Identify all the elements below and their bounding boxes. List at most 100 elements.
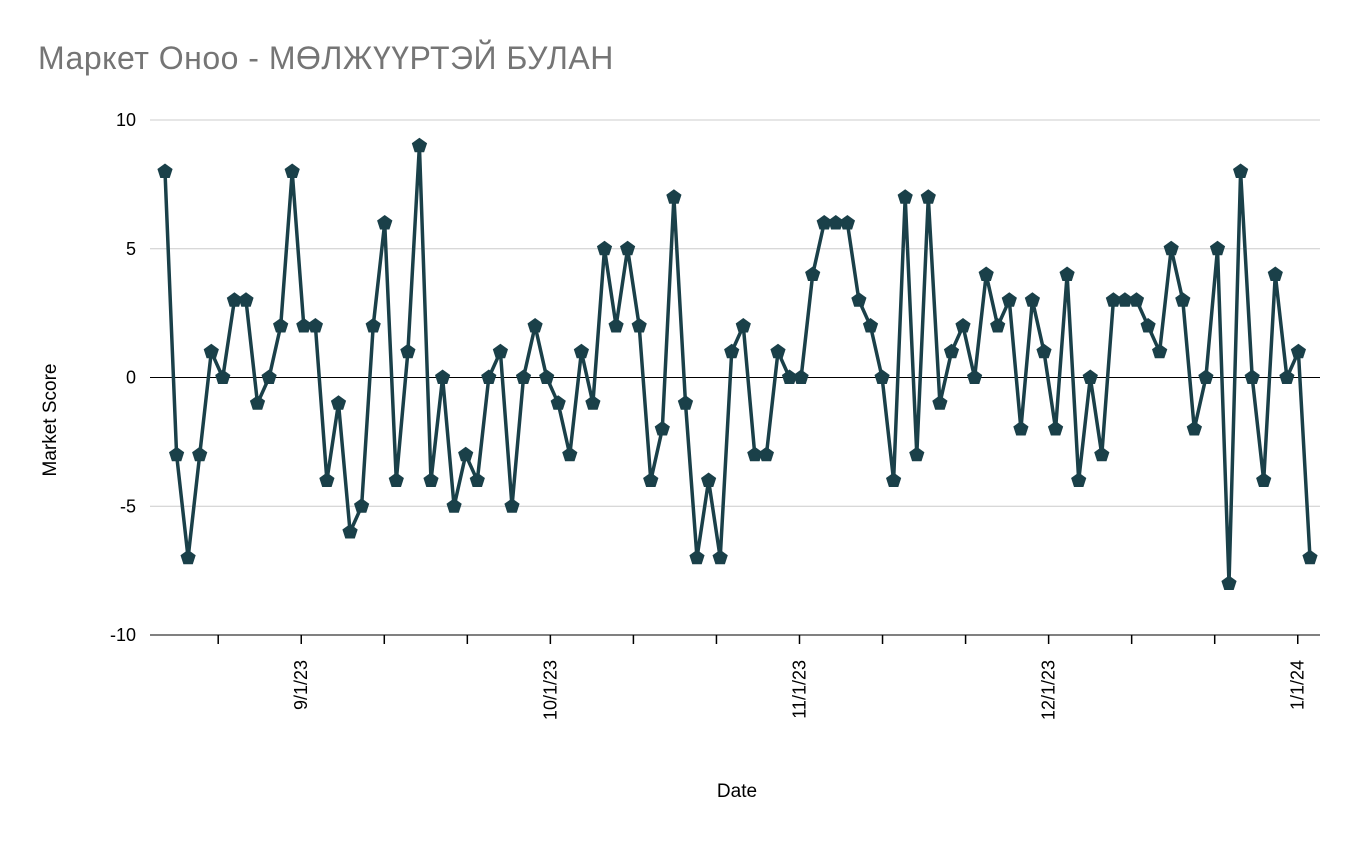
data-point-marker (330, 395, 347, 410)
data-point-marker (1198, 369, 1214, 384)
data-point-marker (527, 318, 543, 333)
data-point-marker (273, 318, 289, 333)
data-point-marker (261, 369, 277, 384)
data-point-marker (1279, 369, 1295, 384)
data-point-marker (677, 395, 694, 410)
data-point-marker (1175, 292, 1191, 307)
data-point-marker (411, 137, 428, 153)
data-point-marker (1267, 266, 1283, 281)
data-point-marker (1209, 240, 1226, 256)
data-point-marker (388, 472, 404, 487)
data-point-marker (735, 318, 751, 333)
data-point-marker (1036, 343, 1052, 359)
data-point-marker (724, 343, 740, 359)
data-point-marker (1290, 343, 1306, 359)
data-point-marker (1221, 575, 1237, 590)
data-point-marker (504, 498, 520, 513)
data-point-marker (666, 189, 682, 204)
data-point-marker (851, 292, 867, 307)
data-point-marker (620, 240, 636, 256)
data-point-marker (1059, 266, 1075, 281)
data-point-marker (608, 318, 624, 333)
data-point-marker (481, 369, 497, 384)
data-point-marker (967, 369, 983, 384)
chart-title: Маркет Оноо - МӨЛЖҮҮРТЭЙ БУЛАН (38, 40, 614, 76)
x-tick-label: 12/1/23 (1039, 660, 1059, 720)
data-point-marker (203, 343, 219, 359)
data-point-marker (874, 369, 890, 384)
data-point-marker (955, 318, 971, 333)
data-point-marker (1163, 240, 1179, 256)
data-point-marker (192, 446, 208, 462)
data-point-marker (365, 318, 381, 333)
data-point-marker (319, 472, 335, 487)
data-point-marker (1140, 318, 1156, 333)
data-point-marker (990, 318, 1006, 333)
data-point-marker (539, 369, 555, 384)
data-point-marker (747, 446, 763, 462)
data-point-marker (550, 395, 566, 410)
x-tick-label: 1/1/24 (1288, 660, 1308, 710)
x-tick-label: 9/1/23 (291, 660, 311, 710)
data-point-marker (1302, 549, 1318, 565)
data-point-marker (284, 163, 300, 178)
data-point-marker (781, 369, 798, 384)
data-point-marker (1024, 292, 1040, 307)
data-point-marker (978, 266, 994, 281)
data-point-marker (458, 446, 474, 462)
data-point-marker (712, 549, 728, 565)
data-point-marker (562, 446, 578, 462)
data-point-marker (689, 549, 705, 565)
data-point-marker (1094, 446, 1110, 462)
data-point-marker (469, 472, 485, 487)
data-point-marker (758, 446, 774, 462)
data-point-marker (1233, 163, 1249, 178)
data-point-marker (307, 318, 323, 333)
data-point-marker (1186, 421, 1202, 436)
y-tick-label: 10 (116, 110, 136, 130)
data-point-marker (249, 395, 266, 410)
data-point-marker (862, 318, 879, 333)
data-point-marker (446, 498, 462, 513)
data-point-marker (920, 189, 936, 204)
data-point-marker (1117, 292, 1133, 307)
y-tick-label: -5 (120, 496, 136, 516)
data-point-marker (573, 343, 589, 359)
data-point-marker (238, 292, 254, 307)
data-point-marker (897, 189, 913, 204)
data-point-marker (596, 240, 613, 256)
y-tick-label: 0 (126, 368, 136, 388)
data-point-marker (1256, 472, 1272, 487)
x-tick-label: 10/1/23 (540, 660, 560, 720)
data-point-marker (909, 446, 925, 462)
data-point-marker (886, 472, 902, 487)
data-point-marker (1047, 421, 1064, 436)
data-point-marker (793, 369, 809, 384)
y-tick-label: -10 (110, 625, 136, 645)
data-point-marker (828, 215, 844, 230)
data-point-marker (932, 395, 948, 410)
data-point-marker (1105, 292, 1121, 307)
data-point-marker (631, 318, 647, 333)
x-tick-label: 11/1/23 (789, 660, 809, 719)
y-tick-label: 5 (126, 239, 136, 259)
data-point-marker (643, 472, 659, 487)
data-point-marker (157, 163, 173, 178)
data-point-marker (1152, 343, 1168, 359)
data-point-marker (169, 446, 185, 462)
data-point-marker (215, 369, 231, 384)
data-point-marker (654, 421, 670, 436)
data-point-marker (1128, 292, 1145, 307)
data-point-marker (515, 369, 532, 384)
data-point-marker (1013, 421, 1029, 436)
data-point-marker (296, 318, 312, 333)
series-line (163, 144, 1312, 586)
data-point-marker (423, 472, 439, 487)
data-point-marker (377, 215, 393, 230)
data-point-marker (1071, 472, 1087, 487)
data-point-marker (701, 472, 717, 487)
data-point-marker (1001, 292, 1017, 307)
data-point-marker (1082, 369, 1098, 384)
